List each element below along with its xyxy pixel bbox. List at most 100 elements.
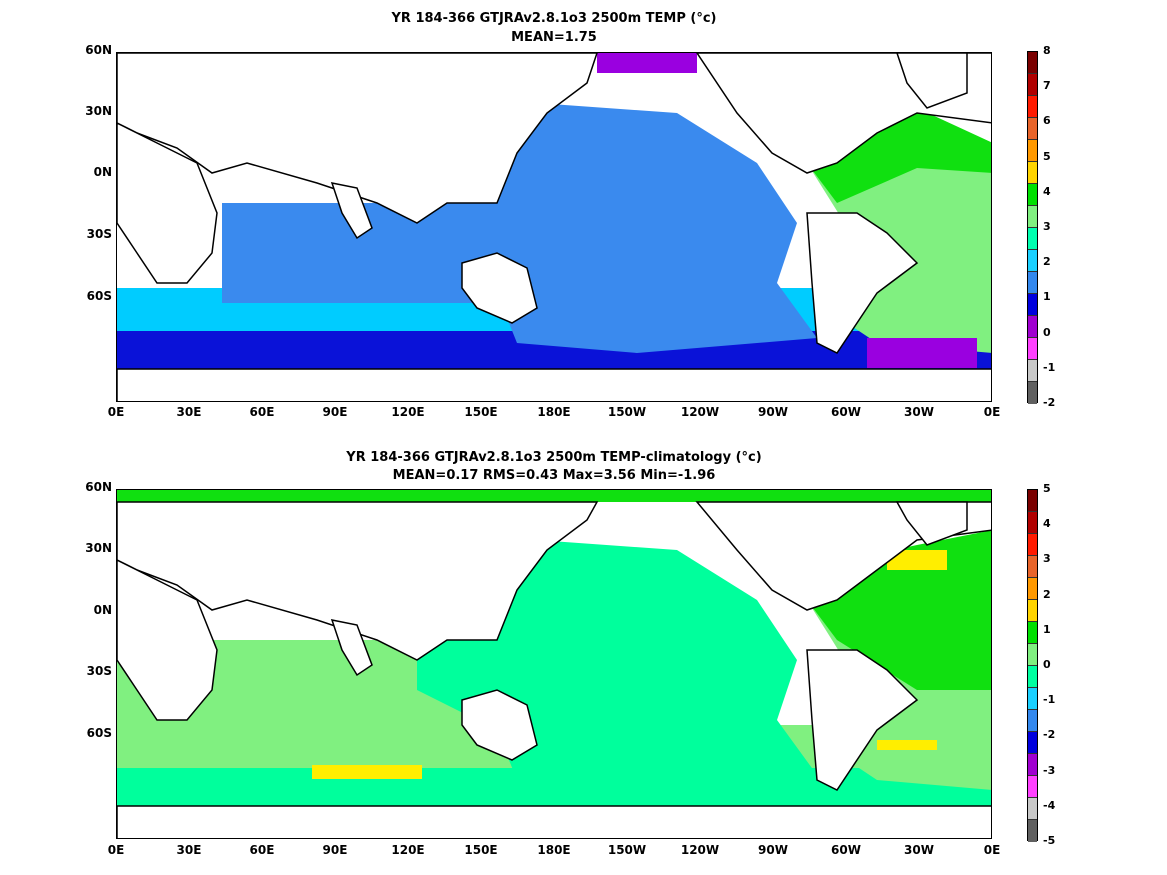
- colorbar-label: 4: [1043, 184, 1051, 198]
- map2-colorbar: [1027, 489, 1038, 842]
- colorbar-swatch: [1028, 96, 1037, 118]
- colorbar-label: -3: [1043, 763, 1056, 777]
- colorbar-swatch: [1028, 578, 1037, 600]
- map1-lon-tick: 120E: [391, 405, 425, 419]
- colorbar-swatch: [1028, 294, 1037, 316]
- map1-lon-tick: 30E: [176, 405, 202, 419]
- colorbar-label: 1: [1043, 622, 1051, 636]
- map2-lon-tick: 120W: [680, 843, 720, 857]
- colorbar-label: 2: [1043, 587, 1051, 601]
- map2-lat-30n: 30N: [85, 541, 112, 555]
- colorbar-label: 8: [1043, 44, 1051, 57]
- colorbar-swatch: [1028, 272, 1037, 294]
- map1-lon-tick: 60E: [249, 405, 275, 419]
- colorbar-swatch: [1028, 512, 1037, 534]
- colorbar-swatch: [1028, 184, 1037, 206]
- colorbar-swatch: [1028, 118, 1037, 140]
- map1-lat-30s: 30S: [86, 227, 112, 241]
- map2-lon-tick: 150E: [464, 843, 498, 857]
- map2-lon-tick: 60E: [249, 843, 275, 857]
- colorbar-label: 6: [1043, 114, 1051, 128]
- map1-subtitle: MEAN=1.75: [511, 30, 597, 45]
- colorbar-swatch: [1028, 688, 1037, 710]
- colorbar-swatch: [1028, 490, 1037, 512]
- map1-title: YR 184-366 GTJRAv2.8.1o3 2500m TEMP (°c): [391, 11, 717, 26]
- colorbar-swatch: [1028, 622, 1037, 644]
- map2-svg: [117, 490, 991, 838]
- map2-lat-60n: 60N: [85, 480, 112, 494]
- map1-lon-tick: 90W: [758, 405, 788, 419]
- map1-lat-60n: 60N: [85, 43, 112, 57]
- map2-lat-30s: 30S: [86, 664, 112, 678]
- map2-lon-tick: 0E: [983, 843, 1001, 857]
- map2-lon-tick: 0E: [107, 843, 125, 857]
- colorbar-swatch: [1028, 140, 1037, 162]
- map1-greenland: [896, 53, 968, 109]
- colorbar-swatch: [1028, 382, 1037, 404]
- map1-lon-tick: 120W: [680, 405, 720, 419]
- colorbar-swatch: [1028, 52, 1037, 74]
- map2-africa: [117, 559, 218, 721]
- map1-lat-30n: 30N: [85, 104, 112, 118]
- map1-india: [330, 182, 373, 240]
- colorbar-swatch: [1028, 228, 1037, 250]
- map1-arctic: [597, 53, 697, 73]
- map1-lat-60s: 60S: [86, 289, 112, 303]
- colorbar-label: -5: [1043, 834, 1056, 847]
- map2-lon-tick: 180E: [537, 843, 571, 857]
- colorbar-label: 5: [1043, 482, 1051, 495]
- colorbar-label: 1: [1043, 290, 1051, 304]
- map1-africa: [117, 122, 218, 284]
- map1-plot: [116, 52, 992, 402]
- colorbar-swatch: [1028, 316, 1037, 338]
- colorbar-swatch: [1028, 644, 1037, 666]
- map2-australia: [461, 689, 538, 761]
- map1-eurasia: [117, 53, 598, 224]
- colorbar-swatch: [1028, 74, 1037, 96]
- map2-lat-60s: 60S: [86, 726, 112, 740]
- map2-title: YR 184-366 GTJRAv2.8.1o3 2500m TEMP-clim…: [346, 450, 762, 465]
- colorbar-swatch: [1028, 600, 1037, 622]
- colorbar-swatch: [1028, 776, 1037, 798]
- map2-yellow-anomaly-3: [887, 550, 947, 570]
- map2-yellow-anomaly-2: [877, 740, 937, 750]
- map2-lon-tick: 30W: [904, 843, 934, 857]
- map1-lon-tick: 90E: [322, 405, 348, 419]
- colorbar-label: -1: [1043, 693, 1056, 707]
- colorbar-swatch: [1028, 338, 1037, 360]
- colorbar-label: 2: [1043, 255, 1051, 269]
- colorbar-label: 4: [1043, 517, 1051, 531]
- colorbar-label: 3: [1043, 220, 1051, 233]
- map2-lon-tick: 90W: [758, 843, 788, 857]
- map2-antarctica: [117, 805, 991, 838]
- colorbar-swatch: [1028, 556, 1037, 578]
- colorbar-swatch: [1028, 250, 1037, 272]
- colorbar-swatch: [1028, 360, 1037, 382]
- colorbar-label: -1: [1043, 360, 1056, 374]
- map1-colorbar: [1027, 51, 1038, 404]
- map2-greenland: [895, 501, 968, 546]
- colorbar-swatch: [1028, 534, 1037, 556]
- map1-weddell-sea: [867, 338, 977, 368]
- colorbar-swatch: [1028, 162, 1037, 184]
- map1-lon-tick: 60W: [831, 405, 861, 419]
- map2-subtitle: MEAN=0.17 RMS=0.43 Max=3.56 Min=-1.96: [392, 468, 716, 483]
- map2-south-america: [806, 649, 919, 791]
- colorbar-label: -4: [1043, 798, 1056, 812]
- map1-svg: [117, 53, 991, 401]
- colorbar-swatch: [1028, 206, 1037, 228]
- map2-lon-tick: 30E: [176, 843, 202, 857]
- colorbar-swatch: [1028, 754, 1037, 776]
- map1-lon-tick: 30W: [904, 405, 934, 419]
- map2-lon-tick: 120E: [391, 843, 425, 857]
- map1-lon-tick: 0E: [983, 405, 1001, 419]
- map2-eurasia: [117, 501, 599, 661]
- colorbar-label: -2: [1043, 728, 1056, 742]
- map2-yellow-anomaly-1: [312, 765, 422, 779]
- map1-lon-tick: 0E: [107, 405, 125, 419]
- colorbar-swatch: [1028, 798, 1037, 820]
- map1-antarctica: [117, 368, 991, 401]
- map2-arctic: [117, 490, 991, 502]
- map2-lon-tick: 90E: [322, 843, 348, 857]
- map2-lat-0n: 0N: [93, 603, 112, 617]
